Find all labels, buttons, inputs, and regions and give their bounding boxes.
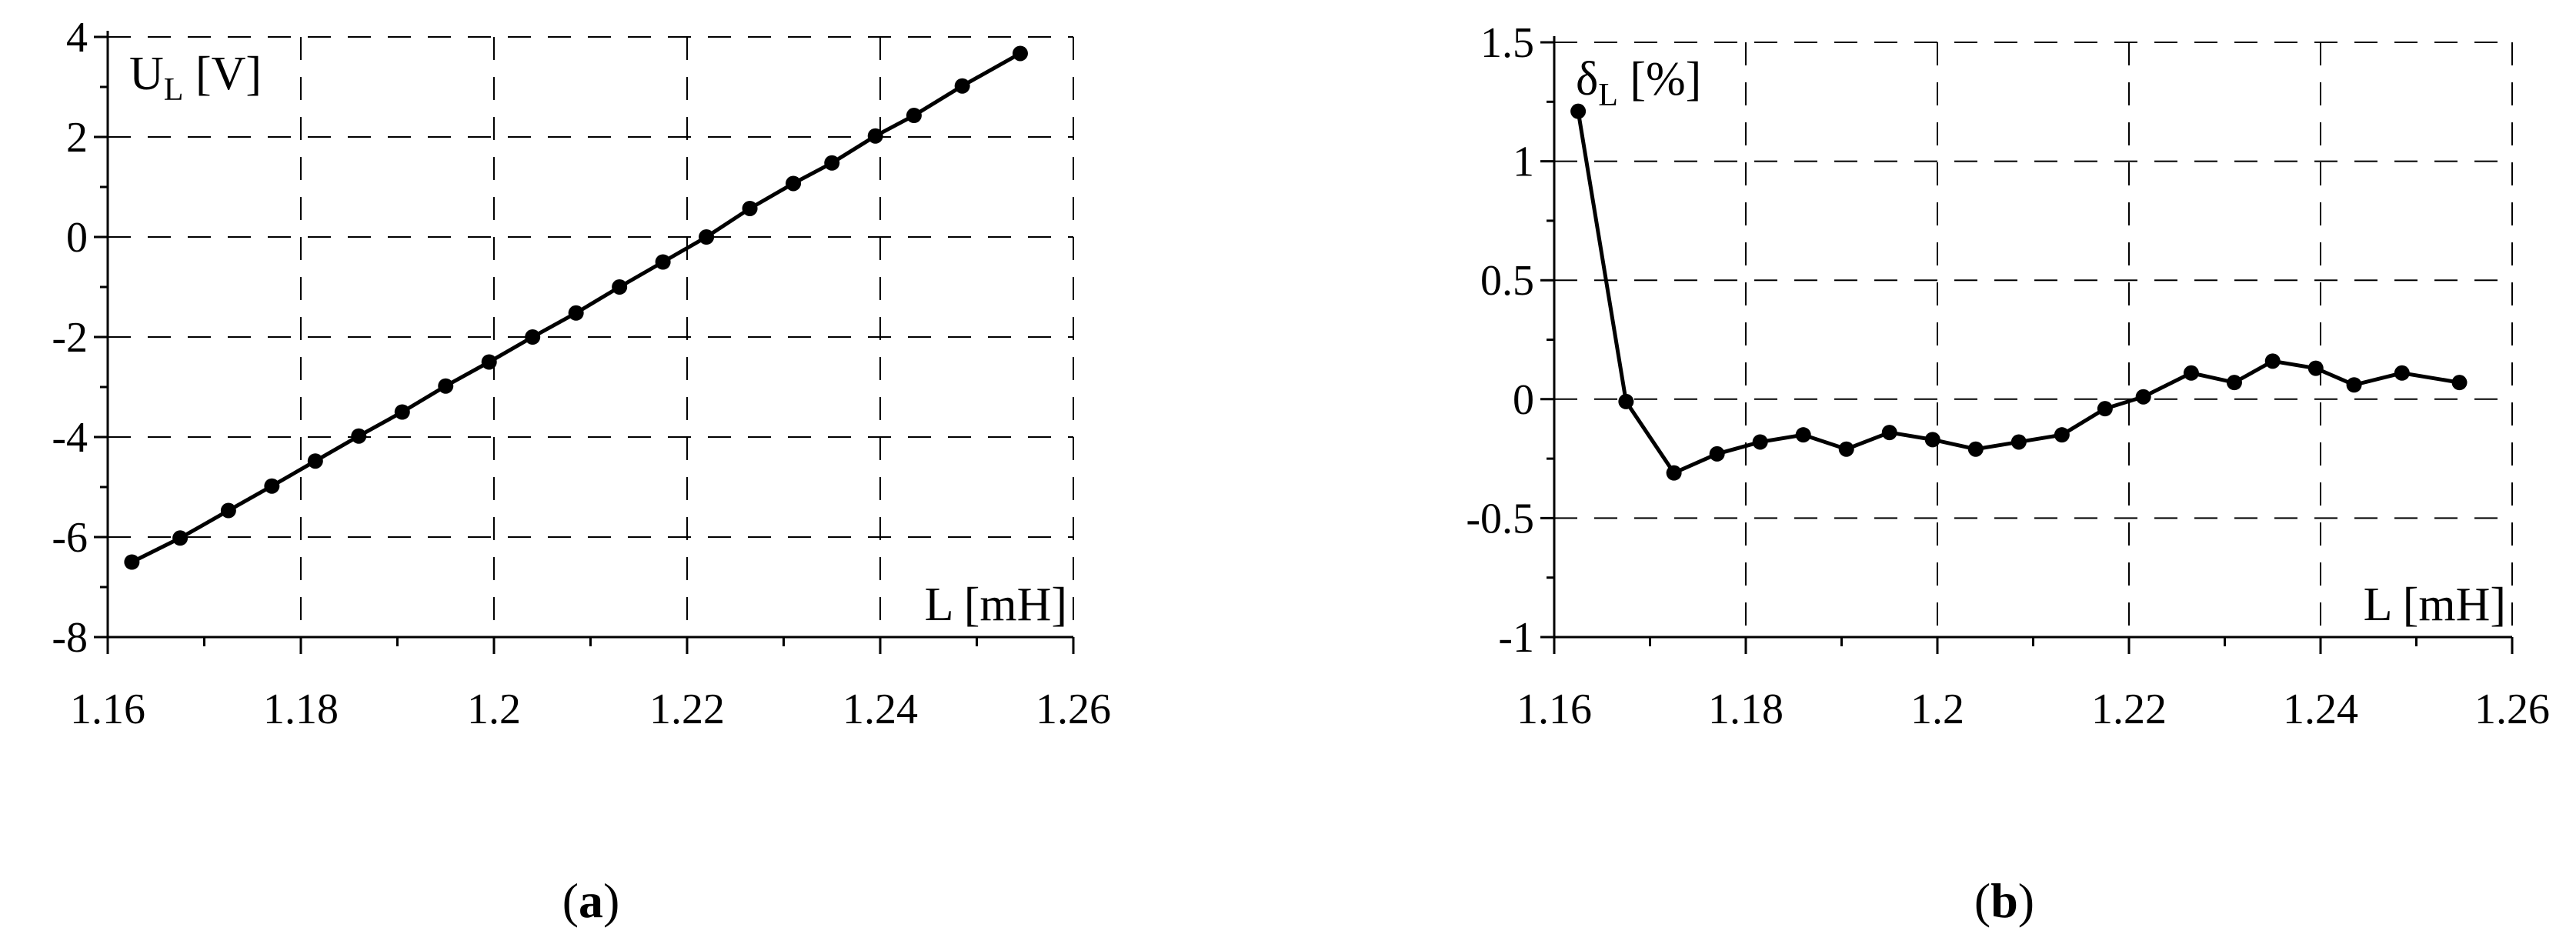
data-point (1924, 432, 1940, 448)
y-tick-label: -2 (52, 314, 88, 362)
y-tick-label: 0 (1513, 376, 1534, 424)
chart-panel-b: 1.5 1 0.5 0 -0.5 -1 1.16 1.18 1.2 1.22 1.24 1.26 δL … (1466, 19, 2550, 928)
data-point (481, 354, 497, 370)
x-tick-label: 1.2 (1910, 686, 1964, 733)
data-point (1709, 445, 1725, 462)
data-point (438, 378, 454, 394)
data-point (124, 554, 140, 570)
data-point (1967, 441, 1984, 457)
y-tick-label: -4 (52, 414, 88, 462)
y-tick-label: -6 (52, 514, 88, 562)
x-tick-label: 1.26 (1036, 686, 1111, 733)
y-tick-label: 0.5 (1480, 257, 1534, 305)
y-tick-label: 4 (66, 14, 88, 62)
data-point (307, 453, 323, 469)
x-tick-label: 1.26 (2474, 686, 2550, 733)
data-point (742, 200, 758, 216)
data-point (699, 229, 715, 245)
data-point (906, 108, 922, 124)
data-point (220, 502, 236, 519)
data-point (172, 530, 189, 546)
data-point (2346, 377, 2362, 393)
series-line (1576, 111, 2460, 476)
panel-caption: (b) (1974, 873, 2034, 928)
data-point (1795, 427, 1811, 443)
data-point (786, 175, 802, 192)
data-point (1838, 441, 1854, 457)
data-point (1618, 393, 1634, 409)
data-point (2394, 365, 2410, 381)
x-tick-label: 1.16 (1517, 686, 1592, 733)
x-tick-label: 1.2 (467, 686, 521, 733)
data-point (2010, 434, 2027, 450)
y-tick-label: -1 (1498, 614, 1534, 662)
data-point (954, 78, 970, 94)
data-point (1881, 425, 1897, 441)
x-tick-label: 1.18 (1708, 686, 1784, 733)
x-tick-label: 1.24 (2283, 686, 2358, 733)
data-point (1570, 103, 1587, 119)
data-point (2054, 427, 2070, 443)
y-tick-label: 0 (66, 214, 88, 262)
y-axis-title: δL [%] (1576, 53, 1701, 113)
data-point (264, 478, 280, 494)
data-point (2451, 375, 2468, 391)
data-point (1012, 45, 1028, 62)
data-point (1666, 465, 1682, 481)
data-point (2097, 401, 2113, 417)
y-tick-label: 2 (66, 114, 88, 162)
data-point (1752, 434, 1768, 450)
data-point (824, 155, 840, 171)
data-point (394, 404, 410, 420)
x-tick-label: 1.16 (70, 686, 145, 733)
data-point (612, 279, 628, 295)
y-tick-label: -8 (52, 614, 88, 662)
x-tick-label: 1.22 (649, 686, 725, 733)
x-axis-title: L [mH] (925, 579, 1067, 631)
y-tick-label: 1.5 (1480, 19, 1534, 67)
data-point (2264, 353, 2281, 369)
data-point (2226, 375, 2242, 391)
y-axis-title: UL [V] (129, 48, 262, 108)
x-axis-title: L [mH] (2364, 579, 2506, 631)
data-point (655, 254, 671, 270)
data-point (525, 329, 541, 345)
y-tick-label: 1 (1513, 138, 1534, 186)
data-point (2183, 365, 2199, 381)
data-point (351, 428, 367, 444)
chart-panel-a: 4 2 0 -2 -4 -6 -8 1.16 1.18 1.2 1.22 1.24 1.26 UL [V]… (52, 14, 1111, 928)
data-point (568, 305, 584, 321)
x-tick-label: 1.18 (263, 686, 339, 733)
data-point (2135, 389, 2151, 405)
data-point (2307, 360, 2324, 376)
y-tick-label: -0.5 (1466, 495, 1534, 542)
x-tick-label: 1.24 (843, 686, 918, 733)
data-point (867, 128, 883, 144)
x-tick-label: 1.22 (2091, 686, 2167, 733)
panel-caption: (a) (562, 873, 620, 928)
